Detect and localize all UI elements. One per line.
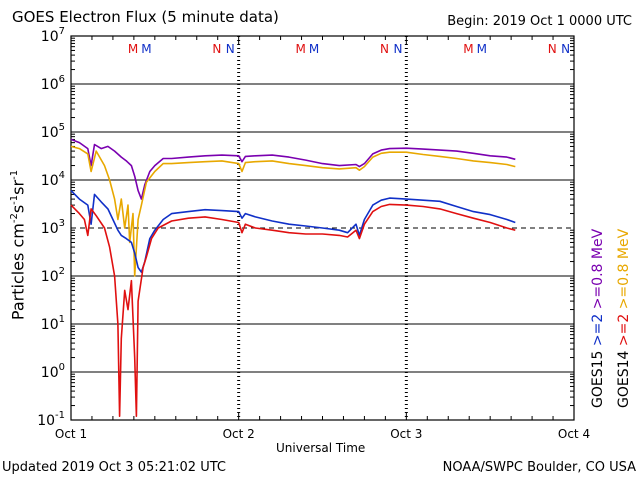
x-tick-label: Oct 1 [55, 427, 87, 441]
y-tick-label: 107 [41, 26, 65, 45]
updated-timestamp: Updated 2019 Oct 3 05:21:02 UTC [2, 460, 226, 475]
x-tick-label: Oct 2 [223, 427, 255, 441]
x-axis-label: Universal Time [276, 441, 366, 455]
local-time-marker: N [561, 42, 570, 56]
local-time-marker: M [141, 42, 151, 56]
chart-title: GOES Electron Flux (5 minute data) [12, 8, 279, 26]
local-time-marker: M [309, 42, 319, 56]
local-time-marker: N [380, 42, 389, 56]
local-time-marker: M [463, 42, 473, 56]
legend-goes15: GOES15 >=2 >=0.8 MeV [590, 228, 606, 408]
x-tick-label: Oct 3 [390, 427, 422, 441]
x-tick-label: Oct 4 [558, 427, 590, 441]
series-line [70, 190, 516, 274]
data-source: NOAA/SWPC Boulder, CO USA [442, 460, 636, 475]
y-tick-label: 106 [41, 74, 65, 93]
local-time-marker: N [226, 42, 235, 56]
plot-frame [70, 35, 575, 421]
local-time-marker: M [477, 42, 487, 56]
y-tick-label: 101 [41, 314, 65, 333]
y-tick-label: 100 [41, 362, 65, 381]
y-tick-label: 104 [41, 170, 65, 189]
series-line [70, 203, 516, 418]
legend-goes14: GOES14 >=2 >=0.8 MeV [616, 228, 632, 408]
series-line [70, 145, 516, 277]
begin-time: Begin: 2019 Oct 1 0000 UTC [447, 14, 632, 29]
y-tick-label: 10-1 [37, 410, 65, 429]
local-time-marker: N [548, 42, 557, 56]
series-line [70, 138, 516, 200]
y-tick-label: 102 [41, 266, 65, 285]
local-time-marker: N [212, 42, 221, 56]
y-tick-label: 103 [41, 218, 65, 237]
local-time-marker: N [393, 42, 402, 56]
y-tick-label: 105 [41, 122, 65, 141]
local-time-marker: M [296, 42, 306, 56]
local-time-marker: M [128, 42, 138, 56]
